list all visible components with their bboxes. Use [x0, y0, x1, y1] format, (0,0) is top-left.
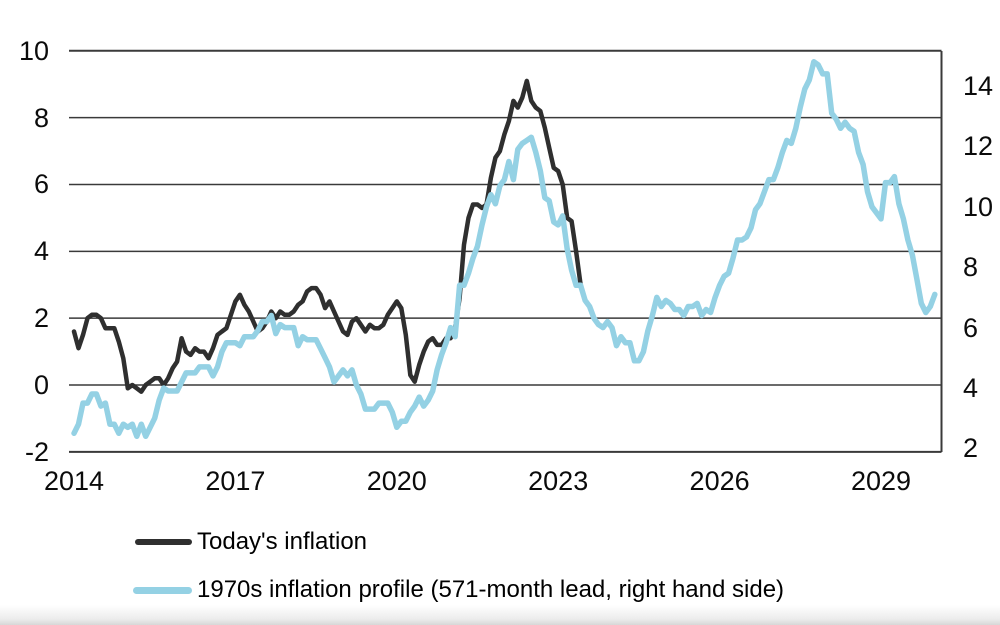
left-axis-tick--2: -2 [24, 436, 49, 467]
today-line-swatch [135, 539, 192, 545]
series-line-1970s [71, 59, 938, 440]
left-axis-tick-4: 4 [33, 236, 49, 267]
left-axis-tick-8: 8 [33, 102, 49, 133]
x-axis-tick-2014: 2014 [43, 466, 105, 496]
left-axis-tick-2: 2 [33, 303, 49, 334]
right-axis-tick-12: 12 [963, 131, 994, 162]
right-axis-tick-6: 6 [963, 312, 979, 343]
x-axis-tick-2026: 2026 [689, 466, 750, 496]
left-axis-tick-6: 6 [33, 169, 49, 200]
x-axis-tick-2023: 2023 [528, 466, 589, 496]
series-line-today [71, 78, 583, 394]
right-axis-tick-8: 8 [963, 252, 979, 283]
1970s-line-swatch [133, 586, 192, 594]
legend-label-1970s: 1970s inflation profile (571-month lead,… [197, 576, 785, 603]
legend-item-1970s: 1970s inflation profile (571-month lead,… [133, 577, 784, 603]
right-axis-tick-14: 14 [963, 71, 994, 101]
x-axis-tick-2020: 2020 [366, 466, 427, 496]
right-axis-tick-10: 10 [963, 191, 994, 222]
legend-label-today: Today's inflation [197, 528, 368, 555]
legend-item-today: Today's inflation [135, 529, 367, 555]
left-axis-tick-10: 10 [18, 35, 49, 66]
x-axis-tick-2017: 2017 [205, 466, 266, 496]
right-axis-tick-2: 2 [963, 433, 979, 464]
right-axis-tick-4: 4 [963, 373, 979, 403]
left-axis-tick-0: 0 [33, 370, 49, 400]
x-axis-tick-2029: 2029 [850, 466, 912, 496]
